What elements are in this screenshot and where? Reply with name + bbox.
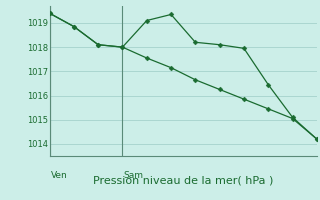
Text: Ven: Ven xyxy=(51,171,68,180)
Text: Sam: Sam xyxy=(124,171,144,180)
X-axis label: Pression niveau de la mer( hPa ): Pression niveau de la mer( hPa ) xyxy=(93,175,273,185)
